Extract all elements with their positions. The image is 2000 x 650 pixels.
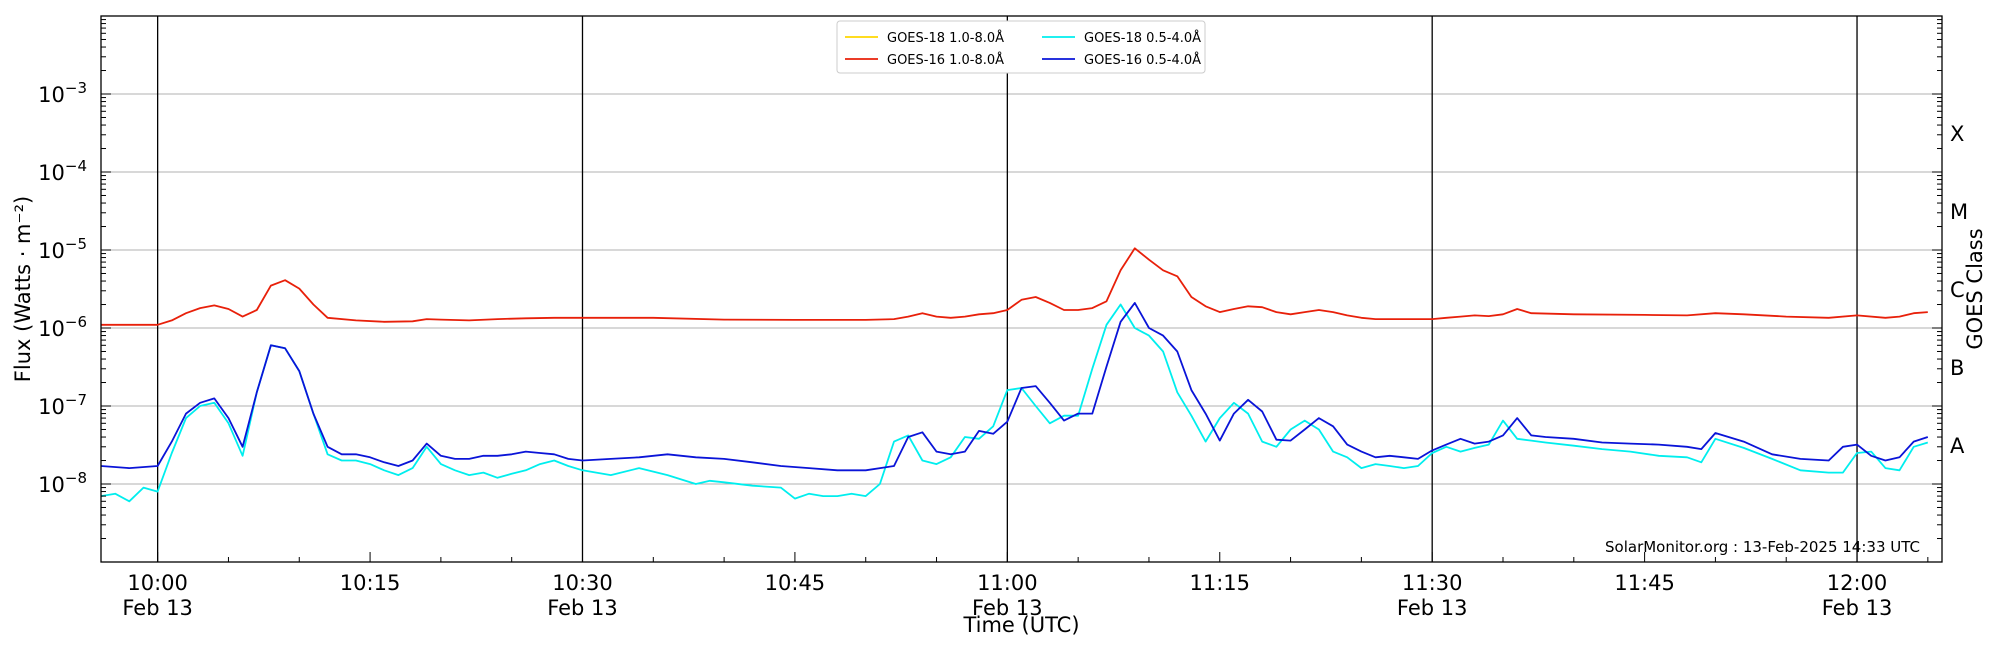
y-tick-base: 10 [38,161,65,185]
x-axis-title: Time (UTC) [962,613,1079,637]
x-tick-label: 10:45 [765,571,826,595]
plot-frame [100,15,1943,563]
legend-entry: GOES-18 1.0-8.0Å [887,30,1004,46]
y-tick-base: 10 [38,317,65,341]
goes-class-M: M [1950,200,1968,224]
goes-class-axis-title: GOES Class [1963,228,1987,349]
legend-entry: GOES-16 0.5-4.0Å [1084,52,1201,68]
y-tick-label: 10−7 [38,391,87,419]
y-tick-label: 10−6 [38,313,87,341]
y-tick-exponent: −6 [65,313,87,331]
series-line-3 [100,301,1929,472]
y-tick-base: 10 [38,239,65,263]
y-tick-label: 10−4 [38,157,87,185]
y-axis-title: Flux (Watts · m⁻²) [11,196,35,382]
x-tick-date: Feb 13 [547,596,618,620]
goes-class-labels: X M C B A [1950,122,1968,458]
y-tick-base: 10 [38,473,65,497]
legend-entry: GOES-18 0.5-4.0Å [1084,30,1201,46]
x-tick-label: 11:15 [1189,571,1250,595]
goes-class-A: A [1950,434,1965,458]
x-tick-date: Feb 13 [1397,596,1468,620]
y-tick-base: 10 [38,83,65,107]
x-tick-label: 11:00 [977,571,1038,595]
gridlines [101,93,1942,485]
goes-class-C: C [1950,278,1965,302]
x-tick-label: 11:30 [1402,571,1463,595]
series-line-1 [101,247,1928,326]
y-tick-exponent: −3 [65,79,87,97]
x-tick-date: Feb 13 [972,596,1043,620]
x-tick-label: 11:45 [1614,571,1675,595]
x-tick-date: Feb 13 [1822,596,1893,620]
y-tick-exponent: −8 [65,469,87,487]
y-tick-label: 10−3 [38,79,87,107]
y-tick-exponent: −7 [65,391,87,409]
x-tick-label: 10:00 [127,571,188,595]
goes-class-X: X [1950,122,1964,146]
legend: GOES-18 1.0-8.0Å GOES-18 0.5-4.0Å GOES-16 … [836,20,1206,74]
y-tick-label: 10−8 [38,469,87,497]
axis-ticks [101,19,1942,563]
time-vertical-lines [156,16,1858,562]
x-tick-label: 10:30 [552,571,613,595]
legend-entry: GOES-16 1.0-8.0Å [887,52,1004,68]
y-tick-exponent: −4 [65,157,87,175]
x-tick-label: 12:00 [1827,571,1888,595]
credit-text: SolarMonitor.org : 13-Feb-2025 14:33 UTC [1605,538,1920,556]
y-tick-base: 10 [38,395,65,419]
goes-class-B: B [1950,356,1964,380]
legend-box [836,20,1206,74]
y-tick-label: 10−5 [38,235,87,263]
y-tick-exponent: −5 [65,235,87,253]
series-line-2 [100,303,1929,503]
x-tick-label: 10:15 [340,571,401,595]
y-tick-labels: 10−310−410−510−610−710−8 [38,79,87,497]
x-tick-date: Feb 13 [122,596,193,620]
series-lines [100,247,1929,503]
